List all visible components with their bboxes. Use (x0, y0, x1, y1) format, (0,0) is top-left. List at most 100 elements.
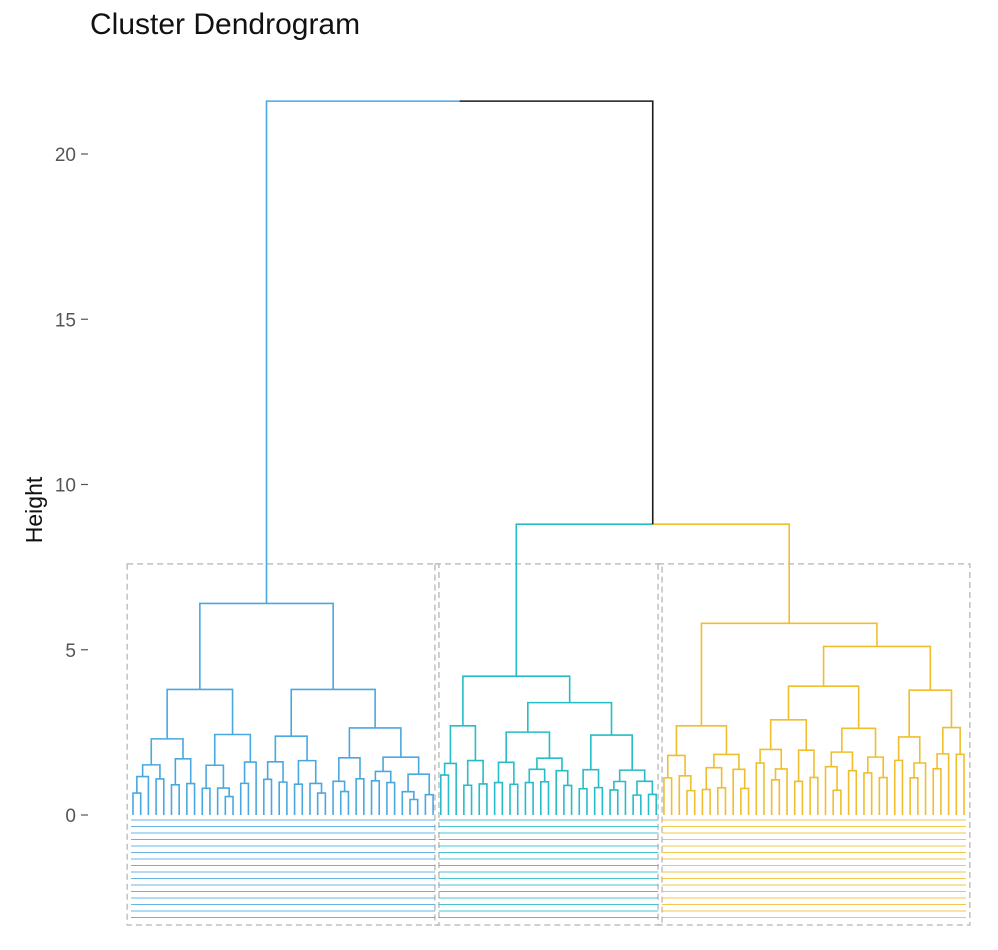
dendrogram-branch (166, 688, 234, 739)
dendrogram-branch (793, 780, 804, 815)
chart-title: Cluster Dendrogram (90, 8, 361, 41)
dendrogram-branch (675, 724, 728, 756)
cluster-rect (126, 563, 440, 926)
dendrogram-branch (740, 787, 750, 815)
dendrogram-branch (913, 762, 927, 815)
dendrogram-branch (593, 786, 604, 815)
leaf-labels (131, 819, 966, 919)
dendrogram-branch (540, 780, 550, 815)
y-tick-label: 10 (55, 476, 76, 497)
cluster-rect (434, 563, 663, 926)
cluster-rectangles (126, 563, 971, 926)
dendrogram-branch (590, 734, 633, 771)
dendrogram-branch (787, 685, 860, 729)
dendrogram-branch (878, 776, 888, 815)
dendrogram-branch (136, 775, 150, 815)
dendrogram-branch (666, 754, 686, 778)
dendrogram-branch (582, 768, 600, 789)
dendrogram-branch (449, 724, 477, 764)
dendrogram-branch (316, 792, 327, 815)
dendrogram-branch (797, 749, 815, 782)
dendrogram-branch (774, 768, 788, 815)
dendrogram-branch (847, 769, 858, 815)
dendrogram-branch (213, 733, 252, 766)
dendrogram-branch (439, 774, 450, 815)
dendrogram-branch (155, 778, 165, 815)
dendrogram-branch (701, 788, 711, 815)
dendrogram-branch (863, 772, 873, 815)
dendrogram-branch (647, 793, 658, 815)
dendrogram-branch (263, 778, 273, 815)
dendrogram-branch (897, 736, 921, 764)
dendrogram-branch (955, 753, 965, 815)
dendrogram-branch (769, 719, 808, 751)
dendrogram-branch (893, 759, 904, 815)
dendrogram-branch (243, 761, 257, 815)
dendrogram-branch (527, 701, 613, 736)
dendrogram-branch (809, 776, 819, 815)
dendrogram-branch (618, 769, 646, 782)
dendrogram-branch (370, 780, 381, 815)
dendrogram-branch (278, 781, 288, 815)
dendrogram-branch (374, 770, 392, 783)
dendrogram-branches (132, 100, 965, 815)
dendrogram-branch (409, 798, 419, 815)
dendrogram-branch (732, 768, 746, 815)
dendrogram-branch (716, 787, 727, 815)
dendrogram-branch (338, 757, 361, 782)
dendrogram-branch (528, 768, 546, 783)
dendrogram-branch (822, 645, 932, 691)
dendrogram-branch (493, 781, 504, 815)
dendrogram-branch (578, 787, 588, 815)
dendrogram-branch (755, 762, 765, 815)
dendrogram-branch (555, 769, 569, 815)
dendrogram-branch (216, 787, 230, 815)
dendrogram-branch (297, 759, 317, 785)
dendrogram-branch (141, 764, 161, 779)
dendrogram-branch (636, 780, 654, 796)
dendrogram-branch (150, 738, 184, 765)
dendrogram-branch (832, 789, 842, 815)
dendrogram-branch (613, 780, 627, 815)
y-axis: 0 5 10 15 20 (55, 145, 88, 827)
cluster-top-branch (462, 675, 571, 726)
dendrogram-branch (266, 760, 284, 783)
dendrogram-branch (563, 784, 573, 815)
dendrogram-branch (174, 757, 192, 785)
dendrogram-branch (443, 762, 457, 815)
dendrogram-branch (705, 766, 723, 790)
dendrogram-branch (908, 689, 953, 737)
merge-branch (515, 523, 653, 677)
dendrogram-branch (239, 782, 250, 815)
dendrogram-branch (678, 775, 692, 815)
dendrogram-branch (830, 751, 854, 771)
dendrogram-branch (536, 757, 563, 771)
dendrogram-branch (170, 784, 180, 815)
cluster-top-branch (199, 602, 334, 690)
dendrogram-branch (132, 792, 142, 815)
dendrogram-branch (463, 784, 473, 815)
dendrogram-branch (274, 735, 308, 762)
dendrogram-branch (332, 780, 346, 815)
dendrogram-branch (867, 756, 885, 778)
y-axis-title: Height (21, 476, 47, 543)
dendrogram-branch (524, 781, 534, 815)
y-tick-label: 15 (55, 310, 76, 331)
dendrogram-branch (663, 777, 673, 815)
dendrogram-branch (339, 790, 350, 815)
dendrogram-branch (478, 783, 488, 815)
y-tick-label: 0 (65, 806, 76, 827)
cluster-rect (657, 563, 971, 926)
dendrogram-branch (841, 727, 877, 758)
dendrogram-branch (401, 790, 415, 815)
dendrogram-branch (293, 783, 304, 815)
dendrogram-branch (355, 777, 365, 815)
dendrogram-branch (309, 782, 323, 815)
root-branch-left (265, 100, 460, 604)
dendrogram-branch (770, 779, 781, 815)
dendrogram-branch (509, 783, 519, 815)
dendrogram-branch (909, 777, 919, 815)
dendrogram-branch (424, 793, 434, 815)
dendrogram-branch (713, 753, 740, 770)
